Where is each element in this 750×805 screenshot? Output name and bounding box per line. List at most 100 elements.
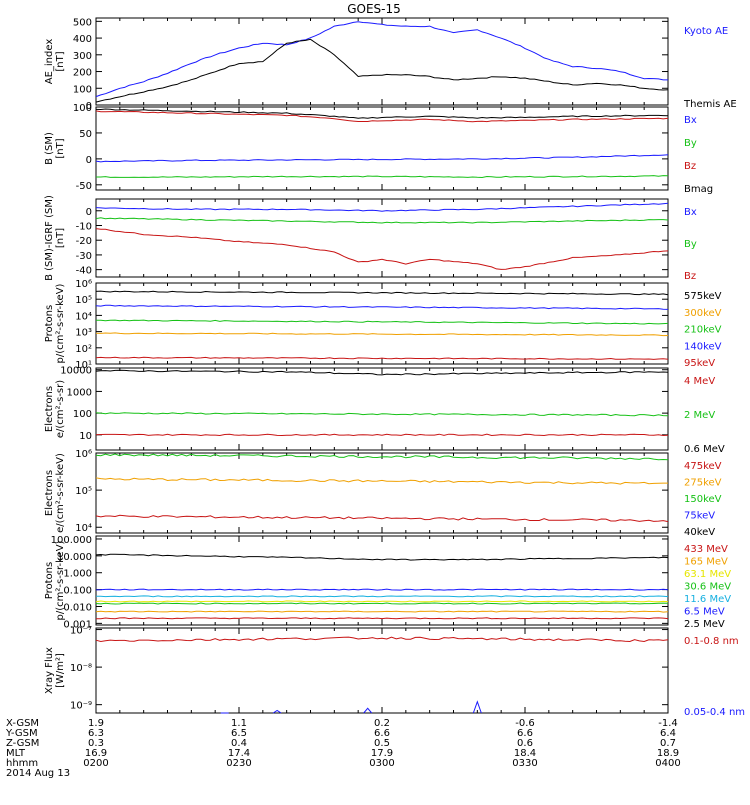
y-tick-label: 10⁴	[75, 523, 92, 534]
y-tick-label: 0.001	[63, 619, 92, 630]
legend-label: 2 MeV	[684, 410, 715, 421]
footer-value: 0300	[369, 758, 394, 769]
footer-value: 1.9	[88, 718, 104, 729]
series-line	[95, 588, 669, 591]
footer-value: 0.7	[660, 738, 676, 749]
y-axis-label: AE_index	[44, 39, 55, 85]
footer-value: 6.6	[517, 728, 533, 739]
series-line	[96, 617, 669, 620]
y-axis-label: e/(cm²-s-sr)	[55, 380, 66, 438]
footer-value: 18.9	[657, 748, 679, 759]
legend-label: Bmag	[684, 184, 713, 195]
legend-label: 11.6 MeV	[684, 594, 731, 605]
panel-frame	[95, 282, 669, 365]
legend-label: By	[684, 138, 697, 149]
ephemeris-footer: X-GSM 1.9 1.1 0.2 -0.6 -1.4 Y-GSM 6.3 6.5 6.6 6.6 6…	[5, 718, 681, 779]
footer-value: -0.6	[515, 718, 535, 729]
xray-spike	[272, 709, 282, 714]
panel-4: 10¹ 10² 10³ 10⁴ 10⁵ 10⁶ Protons p/(cm²-s-sr-keV…	[44, 279, 722, 371]
y-tick-label: 1.000	[63, 569, 92, 580]
y-axis-label: [nT]	[55, 51, 66, 71]
footer-value: 0.3	[88, 738, 104, 749]
y-tick-label: 0	[86, 101, 92, 112]
legend-label: 6.5 MeV	[684, 607, 725, 618]
y-tick-label: 10⁶	[75, 449, 92, 460]
y-tick-label: 100	[73, 84, 92, 95]
panel-3: -40 -30 -20 -10 0 B (SM)-IGRF (SM) [nT] Bx By Bz	[44, 195, 697, 282]
y-axis-label: Xray Flux	[44, 647, 55, 694]
y-tick-label: 10⁵	[75, 295, 92, 306]
footer-row-label: X-GSM	[6, 718, 39, 729]
y-tick-label: -50	[76, 181, 92, 192]
plot-title: GOES-15	[347, 2, 401, 16]
y-tick-label: 10³	[75, 328, 92, 339]
series-line	[95, 154, 669, 163]
y-axis-label: [nT]	[55, 138, 66, 158]
xray-spike	[363, 707, 373, 714]
legend-label: 475keV	[684, 461, 722, 472]
footer-value: -1.4	[658, 718, 678, 729]
y-axis-label: Protons	[44, 562, 55, 599]
legend-label: 40keV	[684, 527, 715, 538]
footer-row-label: hhmm	[6, 758, 38, 769]
panel-frame	[95, 627, 669, 714]
legend-label: 433 MeV	[684, 544, 728, 555]
y-axis-label: Electrons	[44, 386, 55, 432]
footer-row-label: Y-GSM	[5, 728, 38, 739]
footer-value: 17.4	[228, 748, 250, 759]
legend-label: Bz	[684, 271, 696, 282]
panel-6: 10⁴ 10⁵ 10⁶ Electrons e/(cm²-s-sr-keV) 475keV…	[44, 449, 722, 538]
footer-value: 0400	[655, 758, 680, 769]
legend-label: 95keV	[684, 358, 715, 369]
series-line	[95, 110, 669, 123]
series-line	[95, 38, 669, 103]
y-axis-label: [W/m²]	[55, 653, 66, 688]
footer-value: 17.9	[371, 748, 393, 759]
y-tick-label: 50	[79, 129, 92, 140]
footer-value: 0330	[512, 758, 537, 769]
y-axis-label: e/(cm²-s-sr-keV)	[55, 453, 66, 533]
y-tick-label: 10⁴	[75, 311, 92, 322]
legend-label: Kyoto AE	[684, 26, 728, 37]
xray-spike	[472, 700, 482, 714]
series-line	[95, 332, 669, 337]
series-line	[95, 217, 669, 224]
series-line	[95, 108, 669, 119]
y-tick-label: 10⁻⁹	[70, 701, 92, 712]
y-tick-label: 10	[79, 431, 92, 442]
footer-value: 0200	[83, 758, 108, 769]
legend-label: 63.1 MeV	[684, 569, 731, 580]
legend-label: 575keV	[684, 291, 722, 302]
series-line	[95, 453, 669, 461]
y-axis-label: Electrons	[44, 470, 55, 516]
panel-7: 0.001 0.010 0.100 1.000 10.000 100.000 Protons…	[44, 535, 731, 630]
legend-label: 275keV	[684, 478, 722, 489]
y-tick-label: 100.000	[51, 535, 92, 546]
footer-value: 1.1	[231, 718, 247, 729]
y-tick-label: 0.010	[63, 602, 92, 613]
series-line	[95, 600, 669, 603]
footer-value: 6.6	[374, 728, 390, 739]
y-tick-label: -20	[76, 236, 92, 247]
y-axis-label: B (SM)	[44, 132, 55, 165]
footer-value: 0.2	[374, 718, 390, 729]
y-tick-label: 10000	[60, 366, 92, 377]
y-tick-label: 10¹	[75, 360, 92, 371]
panel-frame	[95, 452, 669, 534]
legend-label: 2.5 MeV	[684, 619, 725, 630]
series-line	[95, 602, 669, 605]
y-axis-label: p/(cm²-s-sr-keV)	[55, 283, 66, 363]
y-tick-label: -40	[76, 266, 92, 277]
legend-label: 30.6 MeV	[684, 582, 731, 593]
footer-value: 0.5	[374, 738, 390, 749]
y-tick-label: -30	[76, 251, 92, 262]
legend-label: 0.1-0.8 nm	[684, 636, 739, 647]
y-tick-label: 10⁻⁸	[70, 663, 92, 674]
legend-label: 75keV	[684, 511, 715, 522]
series-line	[95, 433, 669, 437]
series-line	[95, 412, 669, 417]
y-tick-label: -10	[76, 221, 92, 232]
